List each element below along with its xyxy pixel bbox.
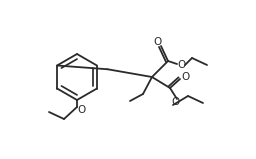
Text: O: O bbox=[153, 37, 161, 47]
Text: O: O bbox=[77, 105, 86, 115]
Text: O: O bbox=[177, 60, 185, 70]
Text: O: O bbox=[181, 72, 189, 82]
Text: O: O bbox=[171, 97, 179, 107]
